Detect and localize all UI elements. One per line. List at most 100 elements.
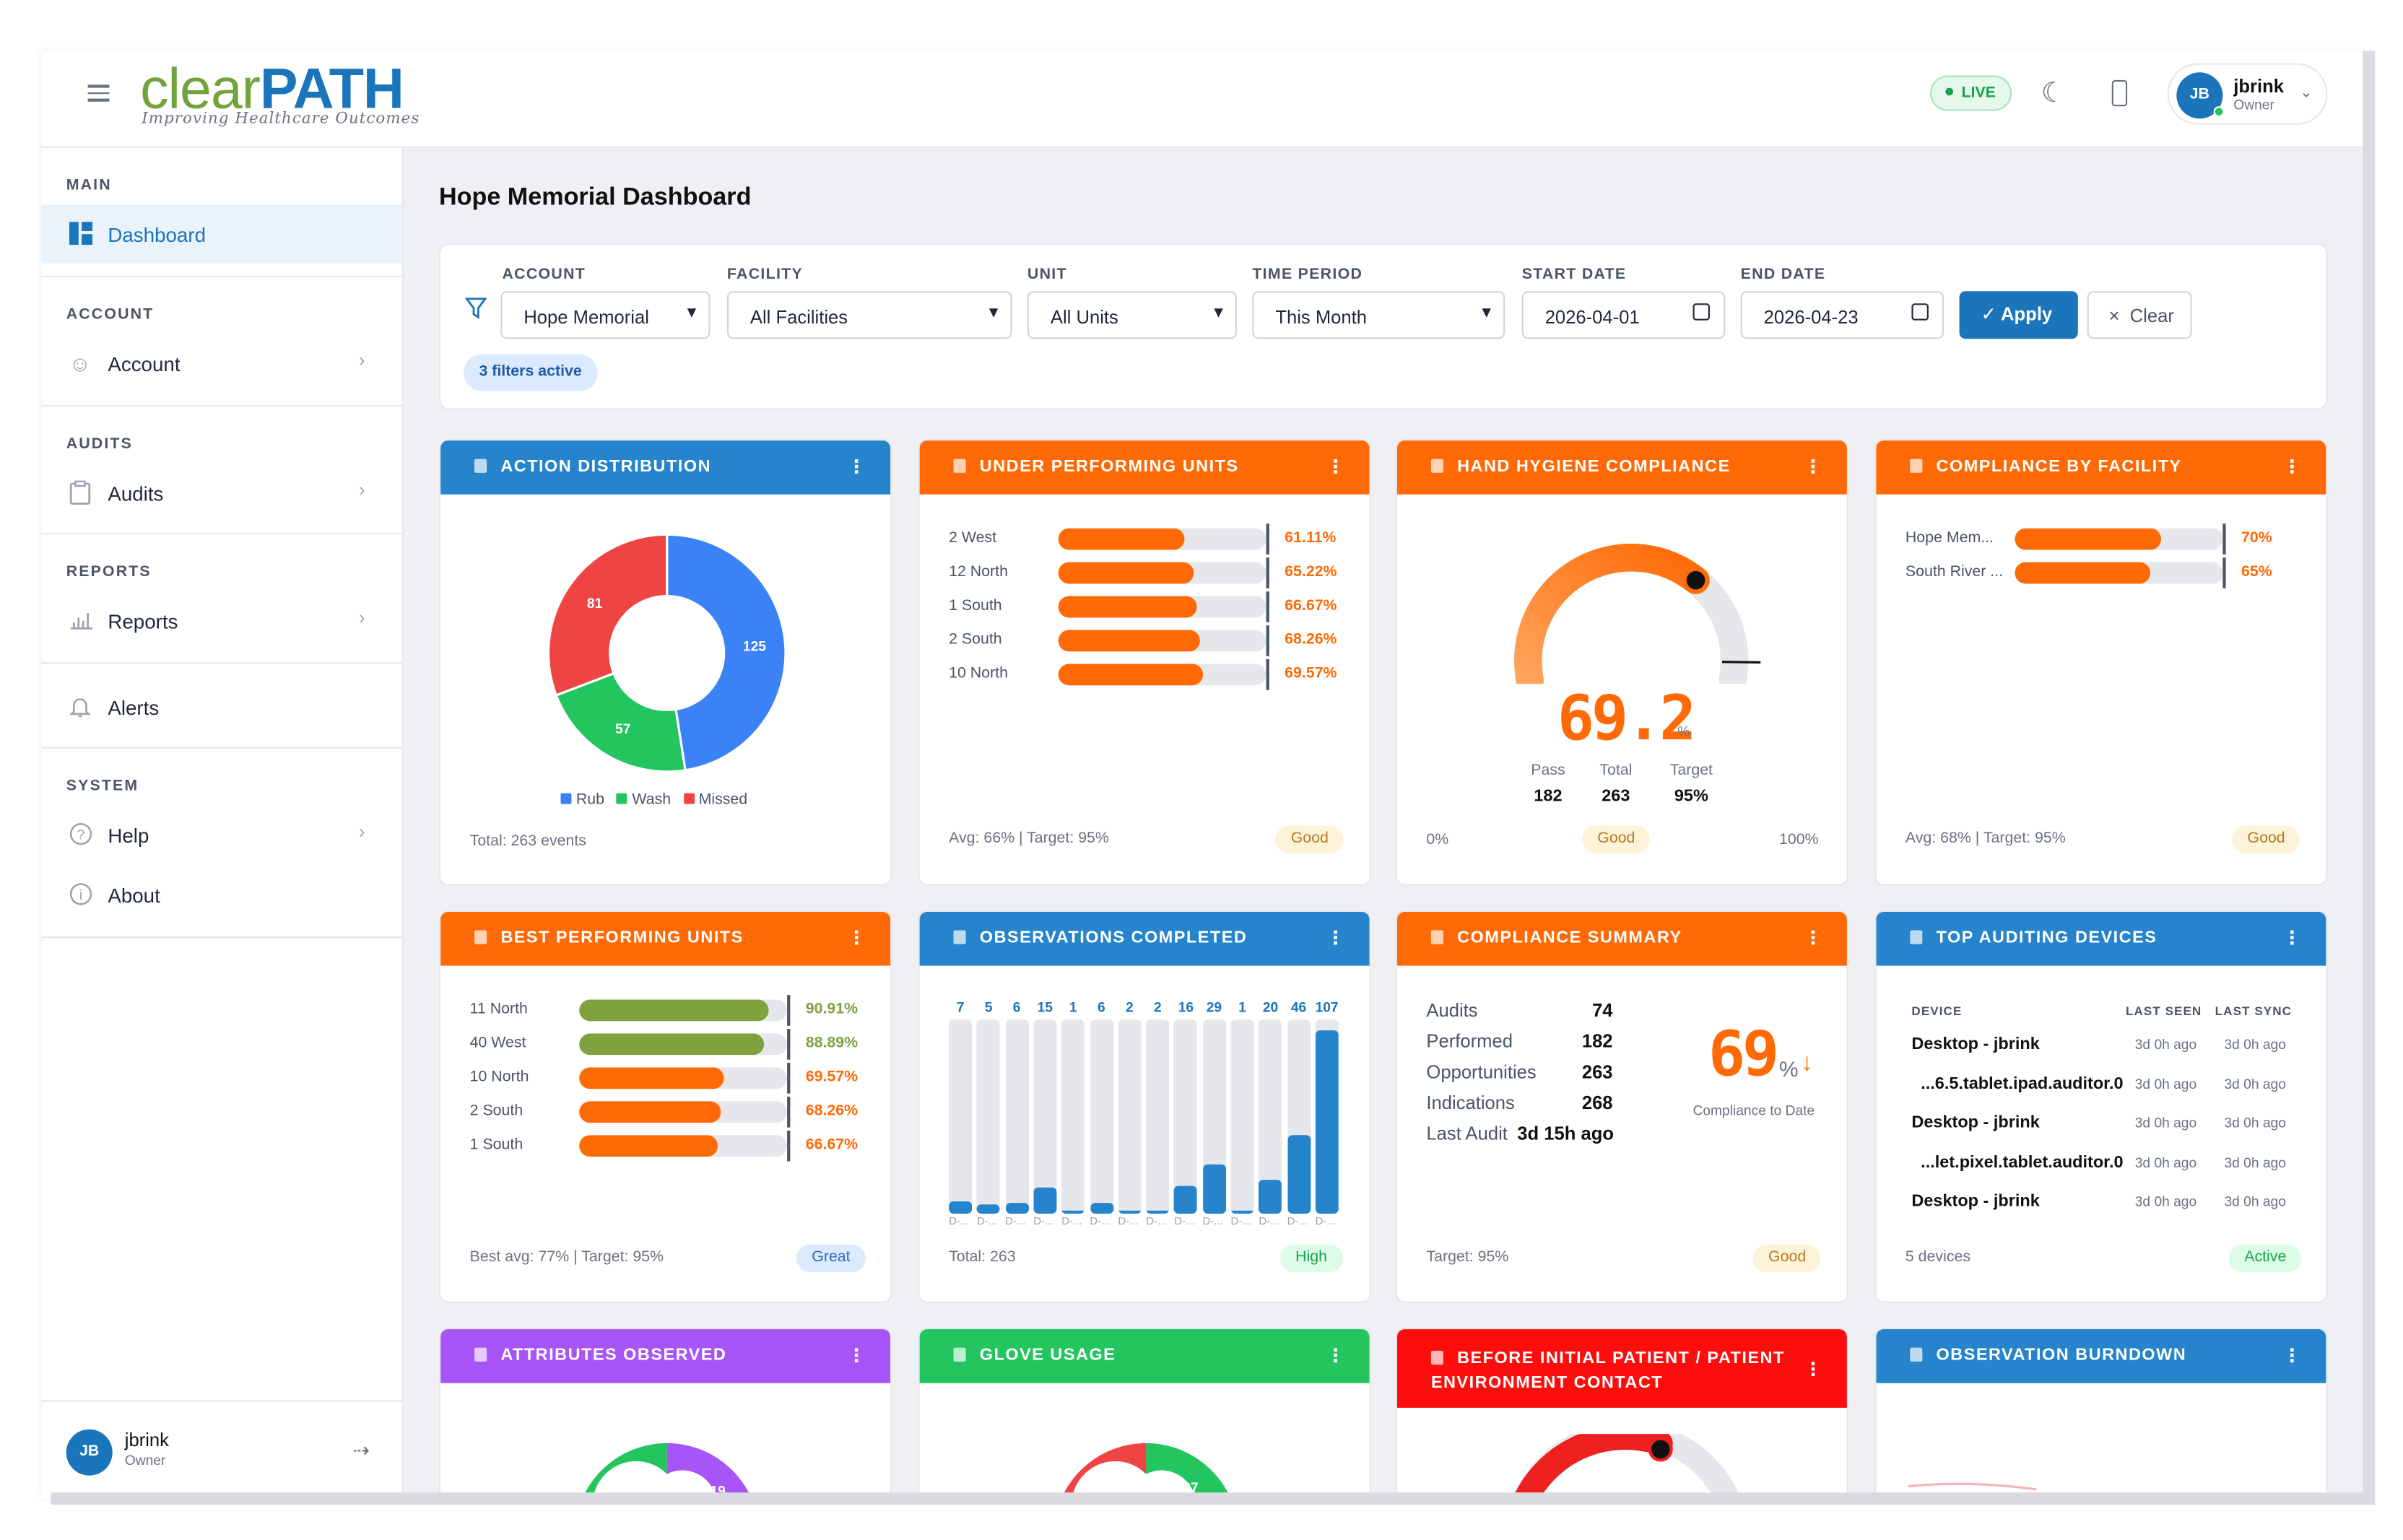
bar-row[interactable]: 2 South 68.26%	[440, 1096, 890, 1128]
bar-track	[579, 999, 788, 1022]
sidebar-item-alerts[interactable]: Alerts	[42, 678, 402, 736]
bar-value: 65.22%	[1285, 563, 1337, 581]
kebab-menu-icon[interactable]: ⋮	[1804, 927, 1824, 949]
svg-text:?: ?	[77, 828, 84, 843]
card-header: GLOVE USAGE ⋮	[919, 1329, 1370, 1383]
bar-row[interactable]: 2 South 68.26%	[920, 625, 1370, 656]
window-edge	[51, 1492, 2376, 1505]
facility-filter-label: FACILITY	[726, 266, 803, 284]
kebab-menu-icon[interactable]: ⋮	[1326, 1344, 1346, 1367]
bar-value: 61.11%	[1285, 529, 1337, 547]
clipboard-icon	[953, 930, 966, 944]
logout-icon[interactable]: ⇢	[352, 1438, 370, 1462]
top-header: clearPATH Improving Healthcare Outcomes …	[41, 51, 2363, 148]
bar-row[interactable]: 40 West 88.89%	[440, 1029, 890, 1060]
sidebar-item-reports[interactable]: Reports ›	[42, 591, 402, 650]
end-date-input[interactable]: 2026-04-23	[1740, 291, 1944, 339]
moon-icon[interactable]: ☾	[2041, 77, 2067, 108]
user-name: jbrink	[2233, 75, 2284, 97]
kebab-menu-icon[interactable]: ⋮	[847, 456, 867, 478]
bar-row[interactable]: South River ... 65%	[1876, 557, 2326, 588]
clear-button[interactable]: × Clear	[2087, 291, 2192, 339]
logo[interactable]: clearPATH	[140, 56, 404, 121]
dashboard-icon	[68, 222, 92, 246]
total-value: 263	[1602, 787, 1630, 806]
kebab-menu-icon[interactable]: ⋮	[847, 1344, 867, 1367]
sidebar-item-account[interactable]: ☺ Account ›	[42, 334, 402, 393]
chevron-right-icon: ›	[359, 606, 365, 629]
last-seen: 3d 0h ago	[2134, 1193, 2197, 1209]
menu-icon[interactable]	[87, 84, 110, 101]
bar-row[interactable]: 11 North 90.91%	[440, 995, 890, 1026]
kebab-menu-icon[interactable]: ⋮	[1804, 1358, 1824, 1380]
glove-donut-chart: 27	[1061, 1443, 1231, 1499]
kebab-menu-icon[interactable]: ⋮	[2282, 927, 2303, 949]
card-footer-text: Avg: 66% | Target: 95%	[949, 830, 1109, 848]
account-filter-label: ACCOUNT	[502, 266, 586, 284]
status-badge: Good	[1581, 825, 1651, 853]
donut-segment-missed[interactable]	[547, 533, 669, 697]
unit-filter-label: UNIT	[1027, 266, 1067, 284]
facility-select[interactable]: All Facilities ▼	[726, 291, 1012, 339]
bar-fill	[579, 1067, 724, 1089]
kebab-menu-icon[interactable]: ⋮	[1804, 456, 1824, 478]
bar-row[interactable]: 10 North 69.57%	[440, 1062, 890, 1094]
sidebar-item-dashboard[interactable]: Dashboard	[41, 204, 402, 264]
x-tick-label: D-...	[1174, 1217, 1195, 1228]
bar-row[interactable]: 12 North 65.22%	[920, 557, 1370, 588]
bar-fill	[1058, 528, 1186, 550]
time-period-select[interactable]: This Month ▼	[1252, 291, 1505, 339]
donut-segment-rub[interactable]	[666, 533, 787, 772]
bar-row[interactable]: 10 North 69.57%	[920, 659, 1370, 690]
bar-row[interactable]: Hope Mem... 70%	[1876, 523, 2326, 554]
bar-value-label: 2	[1154, 999, 1162, 1015]
target-marker	[1266, 591, 1269, 622]
kebab-menu-icon[interactable]: ⋮	[2282, 456, 2303, 478]
device-name: Desktop - jbrink	[1911, 1113, 2040, 1132]
sidebar-item-audits[interactable]: Audits ›	[42, 464, 402, 522]
unit-select[interactable]: All Units ▼	[1027, 291, 1238, 339]
section-system: SYSTEM	[66, 778, 139, 795]
kebab-menu-icon[interactable]: ⋮	[2282, 1344, 2303, 1367]
status-badge: Active	[2228, 1244, 2302, 1273]
burndown-line	[1908, 1482, 2037, 1491]
mobile-device-icon[interactable]	[2111, 79, 2128, 107]
section-main: MAIN	[66, 177, 112, 194]
device-icon	[1910, 930, 1923, 944]
sidebar-item-about[interactable]: i About	[42, 866, 402, 924]
card-header: ATTRIBUTES OBSERVED ⋮	[440, 1329, 891, 1383]
bar-label: 12 North	[949, 563, 1008, 581]
kebab-menu-icon[interactable]: ⋮	[847, 927, 867, 949]
user-menu[interactable]: JB jbrink Owner ⌄	[2167, 63, 2328, 125]
summary-value: 263	[1581, 1061, 1613, 1083]
device-name: Desktop - jbrink	[1911, 1035, 2040, 1054]
app-window: clearPATH Improving Healthcare Outcomes …	[41, 51, 2363, 1499]
bar-row[interactable]: 2 West 61.11%	[920, 523, 1370, 554]
target-marker	[2222, 523, 2225, 554]
bar-value: 69.57%	[805, 1069, 859, 1086]
bar-label: South River ...	[1905, 563, 2004, 581]
x-tick-label: D-...	[1033, 1217, 1054, 1228]
donut-label: 125	[743, 639, 766, 654]
bar-row[interactable]: 1 South 66.67%	[440, 1130, 890, 1162]
bar-label: Hope Mem...	[1905, 529, 1994, 547]
bar-fill	[1202, 1164, 1226, 1214]
kebab-menu-icon[interactable]: ⋮	[1326, 927, 1346, 949]
sidebar-item-help[interactable]: ? Help ›	[42, 806, 402, 864]
card-observations-completed: OBSERVATIONS COMPLETED ⋮ 7 D-... 5 D-... 6 D-.…	[918, 910, 1371, 1303]
total-label: Total	[1599, 762, 1633, 780]
account-select[interactable]: Hope Memorial ▼	[500, 291, 711, 339]
kebab-menu-icon[interactable]: ⋮	[1326, 456, 1346, 478]
card-header: OBSERVATION BURNDOWN ⋮	[1876, 1329, 2326, 1383]
live-badge: LIVE	[1930, 75, 2012, 111]
gauge-marker	[1683, 567, 1708, 593]
apply-button[interactable]: ✓ Apply	[1959, 291, 2078, 339]
bar-value-label: 1	[1069, 999, 1077, 1015]
card-header: COMPLIANCE SUMMARY ⋮	[1396, 911, 1847, 966]
start-date-input[interactable]: 2026-04-01	[1521, 291, 1726, 339]
donut-segment-wash[interactable]	[555, 671, 687, 773]
action-donut-chart: 125 57 81	[547, 533, 787, 773]
device-name: ...6.5.tablet.ipad.auditor.0	[1921, 1074, 2124, 1093]
card-footer-text: Total: 263 events	[469, 833, 586, 851]
bar-row[interactable]: 1 South 66.67%	[920, 591, 1370, 622]
